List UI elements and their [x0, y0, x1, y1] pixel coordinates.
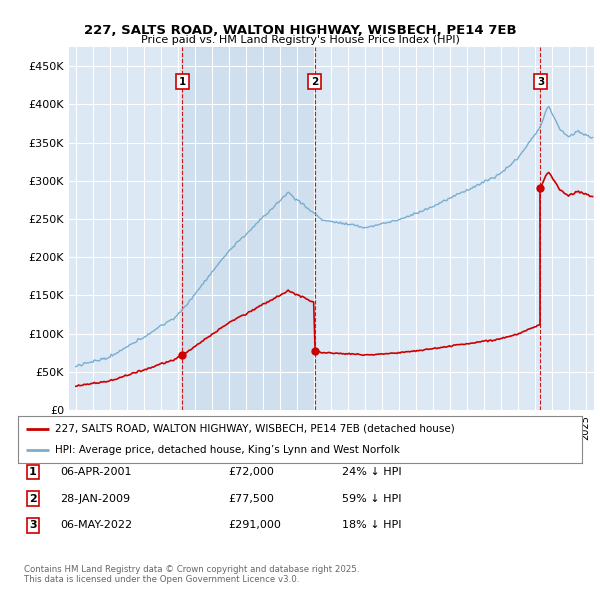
Text: £72,000: £72,000 [228, 467, 274, 477]
Text: 06-MAY-2022: 06-MAY-2022 [60, 520, 132, 530]
Text: 28-JAN-2009: 28-JAN-2009 [60, 494, 130, 503]
Text: £291,000: £291,000 [228, 520, 281, 530]
Text: 24% ↓ HPI: 24% ↓ HPI [342, 467, 401, 477]
Text: Price paid vs. HM Land Registry's House Price Index (HPI): Price paid vs. HM Land Registry's House … [140, 35, 460, 45]
Text: 227, SALTS ROAD, WALTON HIGHWAY, WISBECH, PE14 7EB: 227, SALTS ROAD, WALTON HIGHWAY, WISBECH… [83, 24, 517, 37]
Text: 3: 3 [537, 77, 544, 87]
Text: 1: 1 [29, 467, 37, 477]
Text: HPI: Average price, detached house, King’s Lynn and West Norfolk: HPI: Average price, detached house, King… [55, 445, 400, 455]
Text: 3: 3 [29, 520, 37, 530]
Text: 1: 1 [179, 77, 186, 87]
Text: 2: 2 [311, 77, 319, 87]
Text: 2: 2 [29, 494, 37, 503]
Bar [182, 47, 315, 410]
Text: 18% ↓ HPI: 18% ↓ HPI [342, 520, 401, 530]
Text: Contains HM Land Registry data © Crown copyright and database right 2025.
This d: Contains HM Land Registry data © Crown c… [24, 565, 359, 584]
Text: £77,500: £77,500 [228, 494, 274, 503]
Text: 227, SALTS ROAD, WALTON HIGHWAY, WISBECH, PE14 7EB (detached house): 227, SALTS ROAD, WALTON HIGHWAY, WISBECH… [55, 424, 454, 434]
Text: 06-APR-2001: 06-APR-2001 [60, 467, 131, 477]
Text: 59% ↓ HPI: 59% ↓ HPI [342, 494, 401, 503]
